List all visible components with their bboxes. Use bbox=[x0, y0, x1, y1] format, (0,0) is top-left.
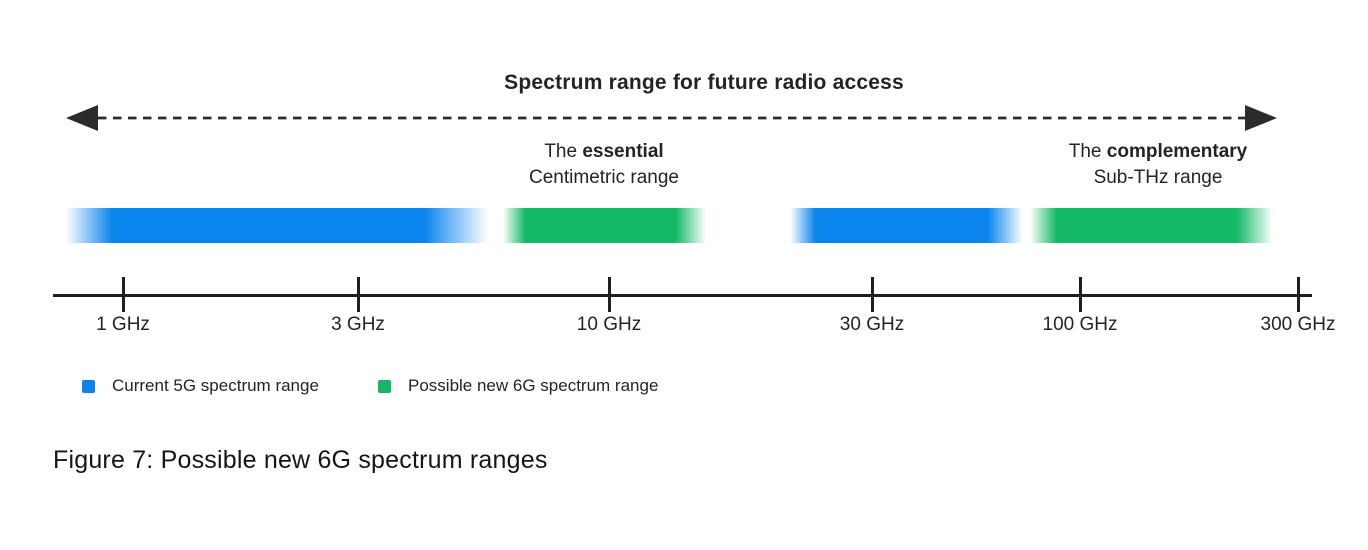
axis-tick-label: 3 GHz bbox=[331, 314, 385, 335]
essential-range-line2: Centimetric range bbox=[529, 167, 679, 188]
legend-label: Current 5G spectrum range bbox=[112, 376, 319, 395]
spectrum-bar-5g bbox=[790, 208, 1023, 243]
complementary-range-line2: Sub-THz range bbox=[1093, 167, 1223, 188]
complementary-range-keyword: complementary bbox=[1106, 141, 1248, 162]
spectrum-bar-6g bbox=[503, 208, 706, 243]
legend-item-6g: Possible new 6G spectrum range bbox=[378, 376, 658, 396]
axis-tick-label: 1 GHz bbox=[96, 314, 150, 335]
axis-tick bbox=[356, 277, 360, 312]
axis-tick-label: 10 GHz bbox=[576, 314, 642, 335]
spectrum-bar-6g bbox=[1030, 208, 1273, 243]
axis-tick-label: 30 GHz bbox=[839, 314, 905, 335]
legend: Current 5G spectrum range Possible new 6G… bbox=[0, 376, 1368, 402]
axis-tick bbox=[121, 277, 125, 312]
complementary-range-prefix: The bbox=[1068, 141, 1107, 162]
legend-swatch-blue-icon bbox=[82, 379, 95, 393]
left-arrowhead-icon bbox=[66, 105, 98, 131]
axis-tick bbox=[870, 277, 874, 312]
essential-range-line1: The essential bbox=[529, 139, 679, 165]
axis-tick-label: 100 GHz bbox=[1042, 314, 1118, 335]
right-arrowhead-icon bbox=[1245, 105, 1277, 131]
essential-range-label: The essential Centimetric range bbox=[529, 139, 679, 191]
legend-label: Possible new 6G spectrum range bbox=[408, 376, 659, 395]
axis-tick bbox=[1078, 277, 1082, 312]
figure-caption: Figure 7: Possible new 6G spectrum range… bbox=[53, 446, 548, 474]
axis-tick-label: 300 GHz bbox=[1260, 314, 1336, 335]
legend-swatch-green-icon bbox=[378, 379, 391, 393]
axis-tick bbox=[1296, 277, 1300, 312]
legend-item-5g: Current 5G spectrum range bbox=[82, 376, 319, 396]
spectrum-extent-arrow bbox=[66, 105, 1277, 131]
diagram-title: Spectrum range for future radio access bbox=[504, 71, 904, 94]
frequency-axis bbox=[53, 294, 1312, 297]
complementary-range-label: The complementary Sub-THz range bbox=[1069, 139, 1247, 191]
essential-range-keyword: essential bbox=[582, 141, 664, 162]
spectrum-bar-5g bbox=[66, 208, 488, 243]
complementary-range-line1: The complementary bbox=[1069, 139, 1247, 165]
essential-range-prefix: The bbox=[544, 141, 583, 162]
axis-tick bbox=[607, 277, 611, 312]
